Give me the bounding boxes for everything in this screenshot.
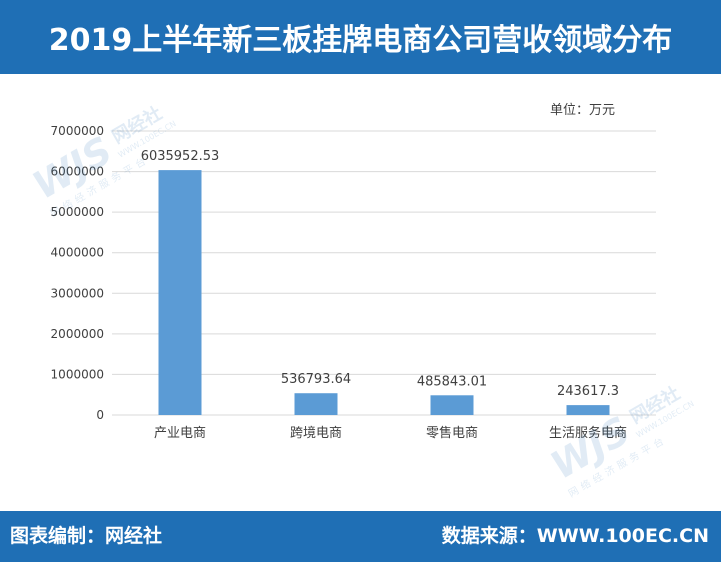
y-tick-label: 2000000	[51, 327, 104, 341]
data-label: 6035952.53	[141, 149, 220, 164]
data-label: 243617.3	[557, 384, 619, 399]
y-tick-label: 0	[96, 408, 104, 422]
footer-credit: 图表编制：网经社	[10, 525, 163, 547]
x-tick-label: 产业电商	[154, 426, 206, 441]
page-title: 2019上半年新三板挂牌电商公司营收领域分布	[48, 23, 673, 58]
y-tick-label: 1000000	[51, 367, 104, 381]
data-labels: 6035952.53 536793.64 485843.01 243617.3	[141, 149, 619, 399]
x-axis-ticks: 产业电商 跨境电商 零售电商 生活服务电商	[154, 425, 627, 441]
bars	[158, 170, 610, 415]
unit-label: 单位：万元	[550, 103, 615, 118]
bar	[158, 170, 202, 415]
y-tick-label: 7000000	[51, 124, 104, 138]
chart-area: 单位：万元 0 1000000 2000000 3000000 4000000 50000…	[0, 74, 721, 511]
footer-source: 数据来源：WWW.100EC.CN	[441, 525, 709, 547]
bar	[294, 393, 338, 415]
bar	[566, 405, 610, 415]
bar-chart: 单位：万元 0 1000000 2000000 3000000 4000000 50000…	[51, 103, 656, 441]
gridlines	[112, 130, 656, 416]
y-tick-label: 4000000	[51, 246, 104, 260]
y-tick-label: 6000000	[51, 165, 104, 179]
y-axis-ticks: 0 1000000 2000000 3000000 4000000 5000000 6000…	[51, 124, 104, 422]
data-label: 485843.01	[417, 374, 487, 389]
x-tick-label: 零售电商	[426, 425, 478, 441]
x-tick-label: 跨境电商	[290, 426, 342, 441]
header-band: 2019上半年新三板挂牌电商公司营收领域分布	[0, 0, 721, 74]
bar	[430, 395, 474, 415]
y-tick-label: 5000000	[51, 205, 104, 219]
footer-band: 图表编制：网经社 数据来源：WWW.100EC.CN	[0, 511, 721, 562]
y-tick-label: 3000000	[51, 286, 104, 300]
x-tick-label: 生活服务电商	[549, 425, 627, 441]
data-label: 536793.64	[281, 372, 351, 387]
